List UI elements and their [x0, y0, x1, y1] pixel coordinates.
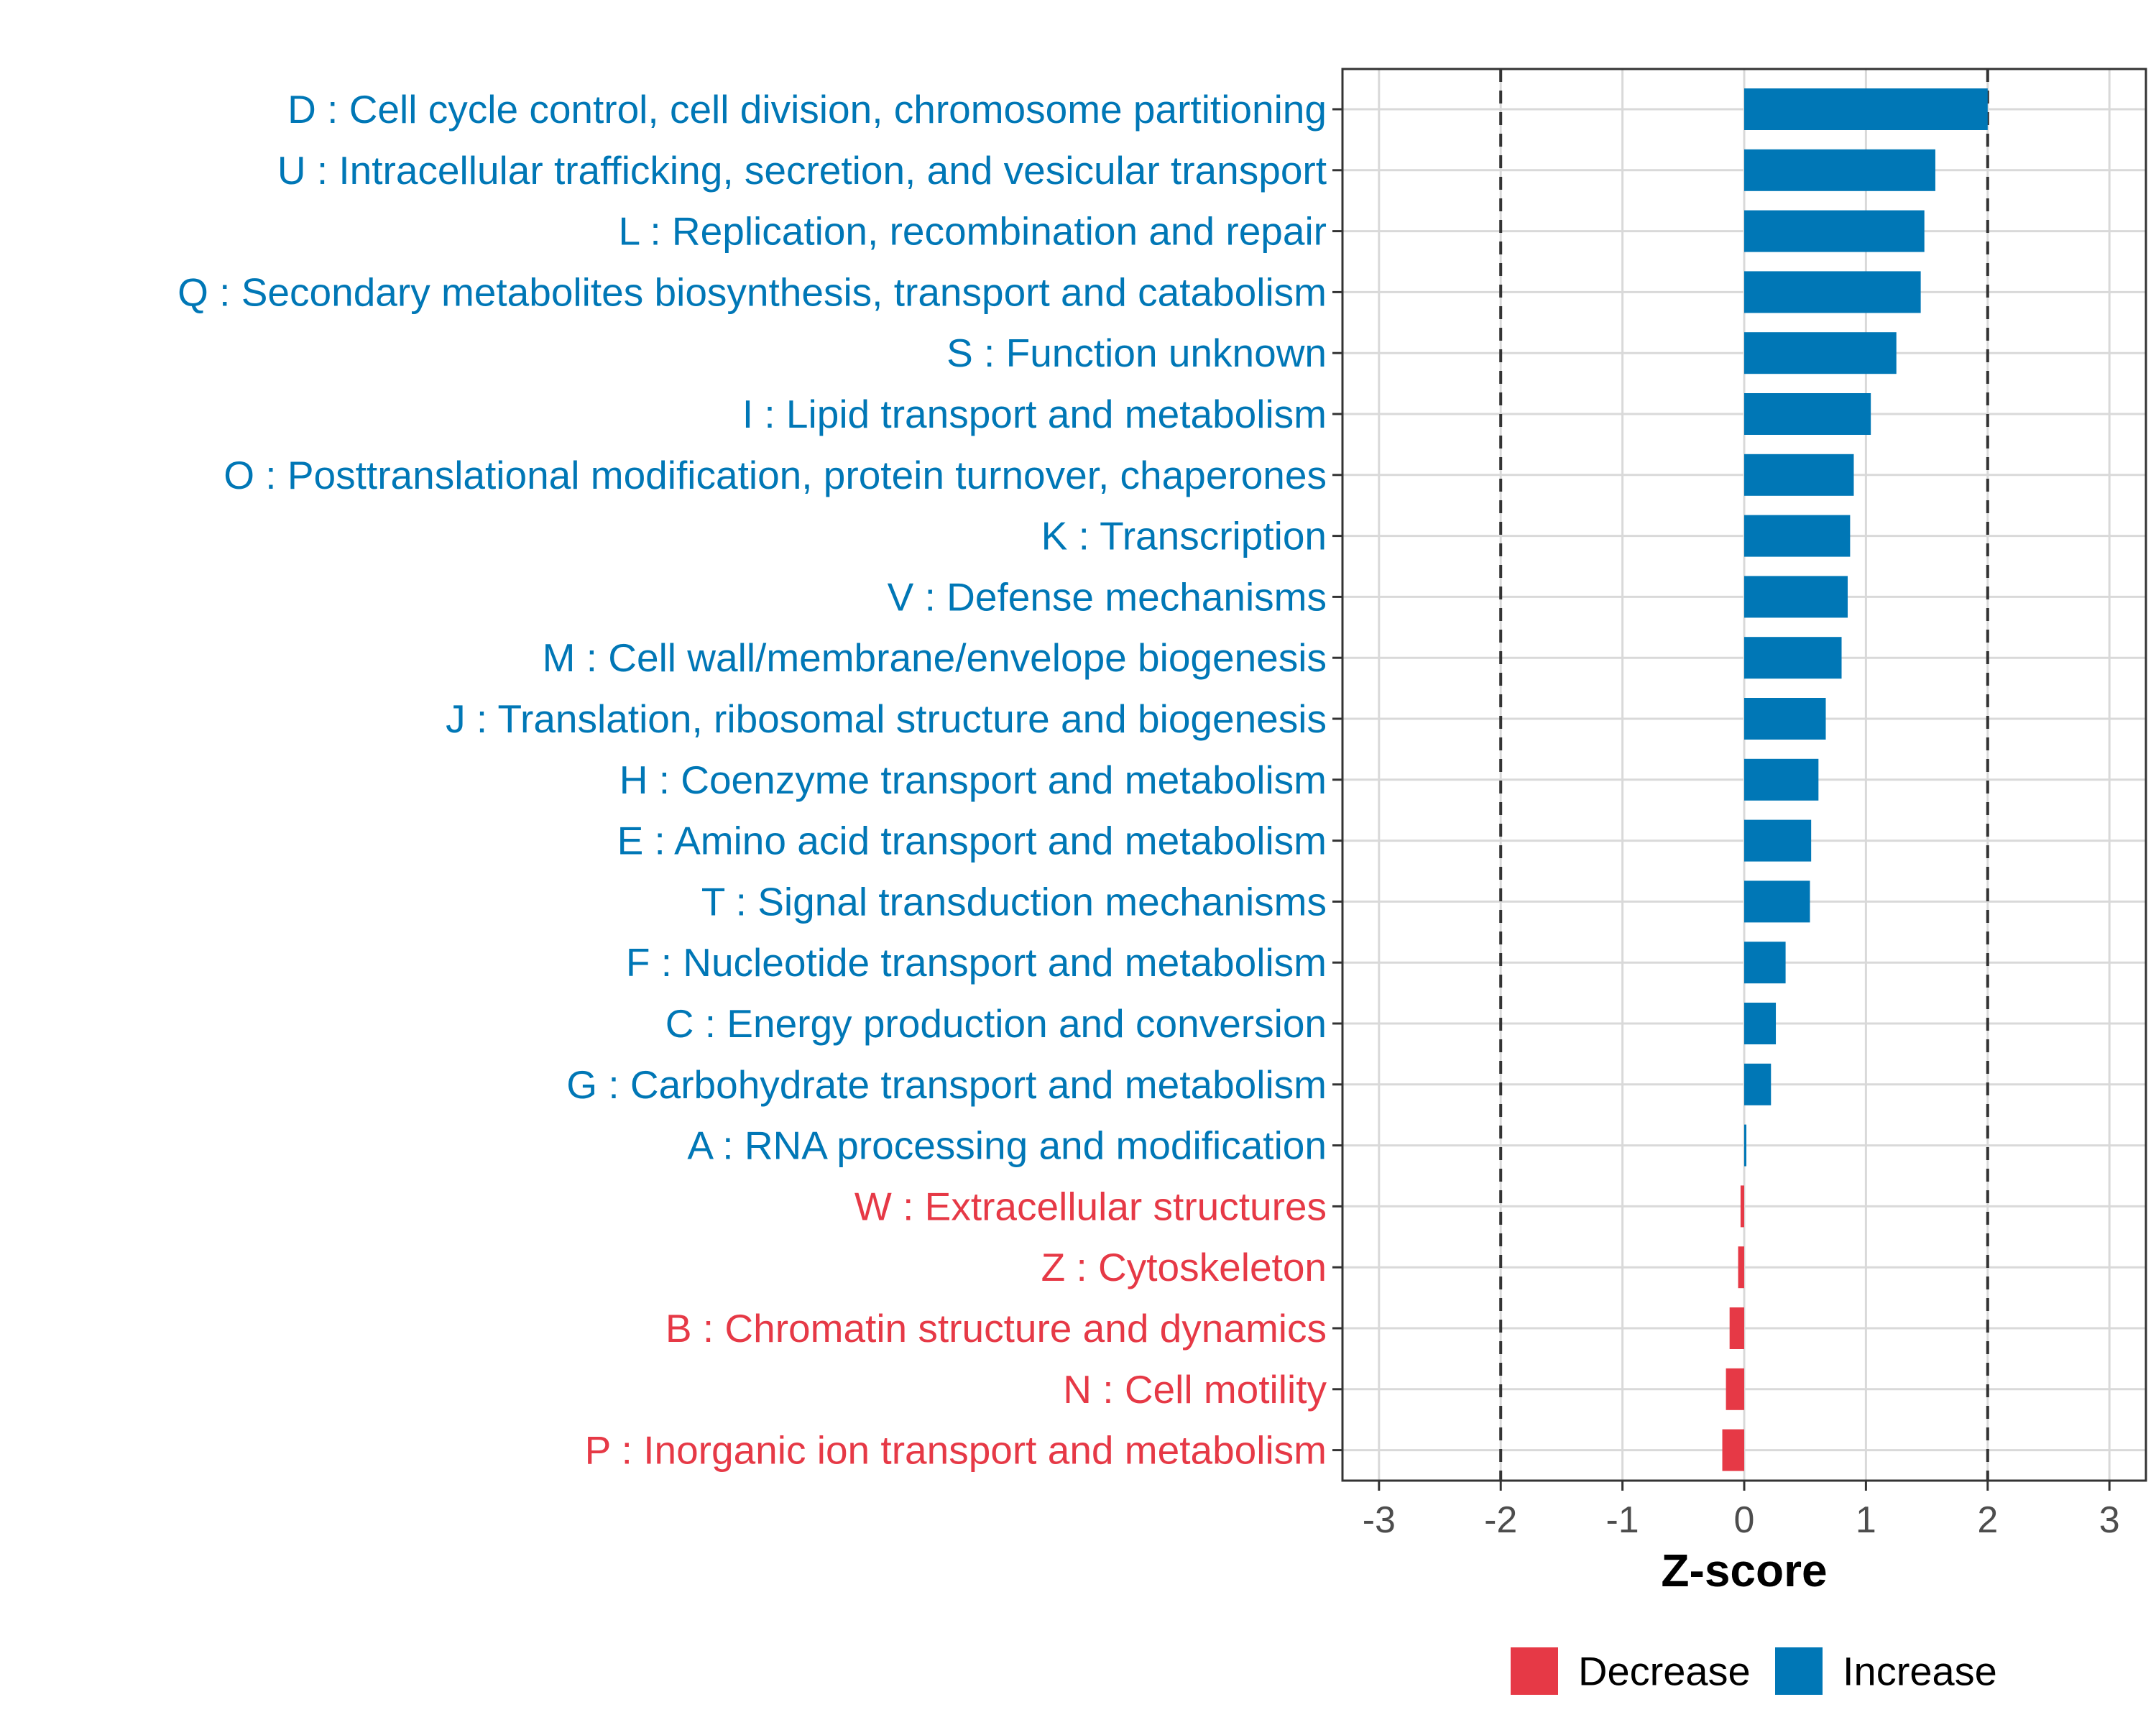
- y-axis-category-labels: D : Cell cycle control, cell division, c…: [178, 87, 1327, 1473]
- bar: [1738, 1246, 1744, 1289]
- x-tick-label: 2: [1977, 1499, 1998, 1541]
- category-label: S : Function unknown: [946, 331, 1327, 375]
- x-tick-label: 0: [1734, 1499, 1755, 1541]
- bar: [1744, 758, 1819, 801]
- reference-lines: [1499, 69, 1989, 1481]
- legend: Decrease Increase: [1511, 1647, 1997, 1695]
- bar: [1744, 271, 1921, 313]
- category-label: I : Lipid transport and metabolism: [742, 392, 1327, 436]
- bar: [1744, 637, 1842, 679]
- legend-label-decrease: Decrease: [1578, 1649, 1751, 1694]
- category-label: L : Replication, recombination and repai…: [619, 209, 1327, 254]
- category-label: G : Carbohydrate transport and metabolis…: [566, 1062, 1327, 1107]
- category-label: Z : Cytoskeleton: [1041, 1245, 1327, 1289]
- x-tick-label: -3: [1363, 1499, 1396, 1541]
- category-label: V : Defense mechanisms: [888, 574, 1327, 619]
- category-label: F : Nucleotide transport and metabolism: [626, 940, 1327, 985]
- category-label: C : Energy production and conversion: [665, 1001, 1327, 1046]
- bar: [1740, 1185, 1744, 1228]
- bar: [1744, 210, 1925, 252]
- bars: [1722, 88, 1988, 1471]
- category-label: D : Cell cycle control, cell division, c…: [287, 87, 1327, 132]
- bar: [1744, 880, 1810, 923]
- x-axis-tick-labels: -3 -2 -1 0 1 2 3: [1363, 1499, 2120, 1541]
- bar: [1744, 332, 1897, 374]
- bar: [1726, 1368, 1744, 1410]
- bar: [1744, 819, 1812, 862]
- x-axis-title: Z-score: [1661, 1545, 1827, 1596]
- bar: [1744, 88, 1988, 130]
- bar: [1744, 1003, 1777, 1044]
- bar: [1744, 1124, 1746, 1167]
- category-label: P : Inorganic ion transport and metaboli…: [585, 1428, 1327, 1473]
- category-label: W : Extracellular structures: [854, 1184, 1327, 1228]
- category-label: J : Translation, ribosomal structure and…: [446, 696, 1327, 741]
- x-tick-label: 3: [2099, 1499, 2120, 1541]
- category-label: B : Chromatin structure and dynamics: [665, 1306, 1327, 1351]
- legend-label-increase: Increase: [1843, 1649, 1997, 1694]
- category-label: M : Cell wall/membrane/envelope biogenes…: [543, 635, 1327, 680]
- bar: [1744, 576, 1848, 618]
- category-label: U : Intracellular trafficking, secretion…: [277, 148, 1327, 193]
- bar: [1729, 1307, 1744, 1349]
- category-label: H : Coenzyme transport and metabolism: [619, 758, 1327, 802]
- bar: [1744, 515, 1851, 557]
- x-axis-ticks: [1378, 1481, 2111, 1491]
- bar: [1744, 149, 1935, 191]
- x-tick-label: 1: [1856, 1499, 1876, 1541]
- category-label: Q : Secondary metabolites biosynthesis, …: [178, 270, 1327, 314]
- y-axis-ticks: [1332, 108, 1342, 1452]
- legend-key-decrease: [1511, 1647, 1558, 1695]
- category-label: N : Cell motility: [1063, 1367, 1327, 1412]
- category-label: A : RNA processing and modification: [687, 1123, 1327, 1168]
- category-label: T : Signal transduction mechanisms: [701, 879, 1327, 924]
- bar: [1722, 1429, 1744, 1471]
- bar: [1744, 698, 1826, 740]
- category-label: K : Transcription: [1041, 514, 1327, 558]
- x-tick-label: -2: [1484, 1499, 1517, 1541]
- bar: [1744, 942, 1786, 984]
- bar: [1744, 1063, 1772, 1105]
- bar: [1744, 393, 1871, 435]
- bar: [1744, 454, 1854, 496]
- category-label: O : Posttranslational modification, prot…: [224, 453, 1327, 497]
- legend-key-increase: [1775, 1647, 1823, 1695]
- category-label: E : Amino acid transport and metabolism: [617, 819, 1327, 863]
- x-tick-label: -1: [1606, 1499, 1639, 1541]
